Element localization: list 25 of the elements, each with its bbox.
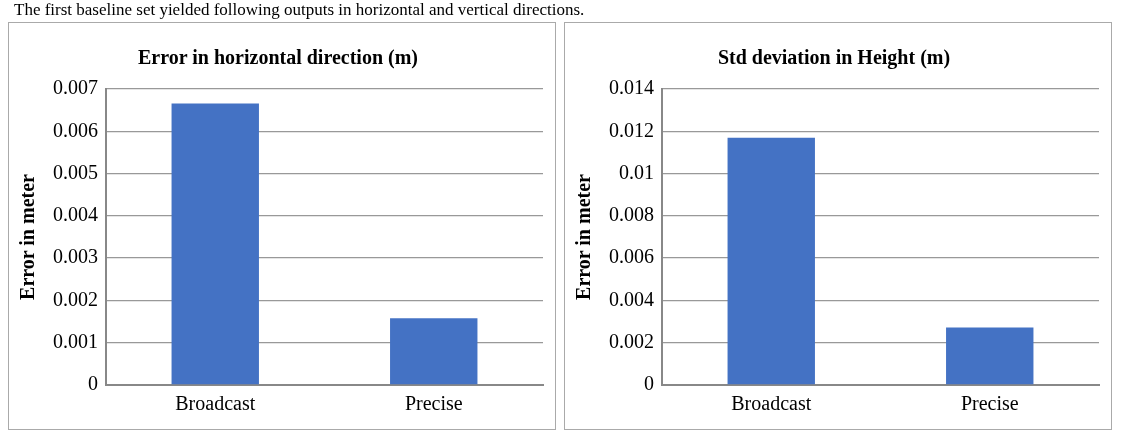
y-tick-label: 0.012 xyxy=(609,118,654,141)
y-tick-label: 0 xyxy=(88,372,98,395)
x-tick-label: Precise xyxy=(404,392,463,415)
chart-title: Std deviation in Height (m) xyxy=(717,46,951,70)
y-tick-label: 0.004 xyxy=(609,287,654,310)
y-tick-label: 0.003 xyxy=(53,245,98,268)
y-tick-label: 0.004 xyxy=(53,203,98,226)
y-axis-title: Error in meter xyxy=(572,173,595,300)
text: The first baseline set yielded following outputs in horizontal and vertical directions. xyxy=(14,0,586,20)
x-tick-label: Precise xyxy=(960,392,1019,415)
x-tick-label: Broadcast xyxy=(175,392,256,415)
y-tick-label: 0.006 xyxy=(53,118,98,141)
y-tick-label: 0.006 xyxy=(609,245,654,268)
x-tick-label: Broadcast xyxy=(731,392,812,415)
y-tick-label: 0.008 xyxy=(609,203,654,226)
y-tick-label: 0.014 xyxy=(609,76,654,99)
chart-title: Error in horizontal direction (m) xyxy=(138,46,418,70)
y-tick-label: 0.002 xyxy=(53,287,98,310)
y-tick-label: 0.01 xyxy=(619,160,654,183)
y-tick-label: 0 xyxy=(644,372,654,395)
y-tick-label: 0.001 xyxy=(53,329,98,352)
y-tick-label: 0.002 xyxy=(609,329,654,352)
y-axis-title: Error in meter xyxy=(16,173,39,300)
y-tick-label: 0.007 xyxy=(53,76,98,99)
y-tick-label: 0.005 xyxy=(53,160,98,183)
